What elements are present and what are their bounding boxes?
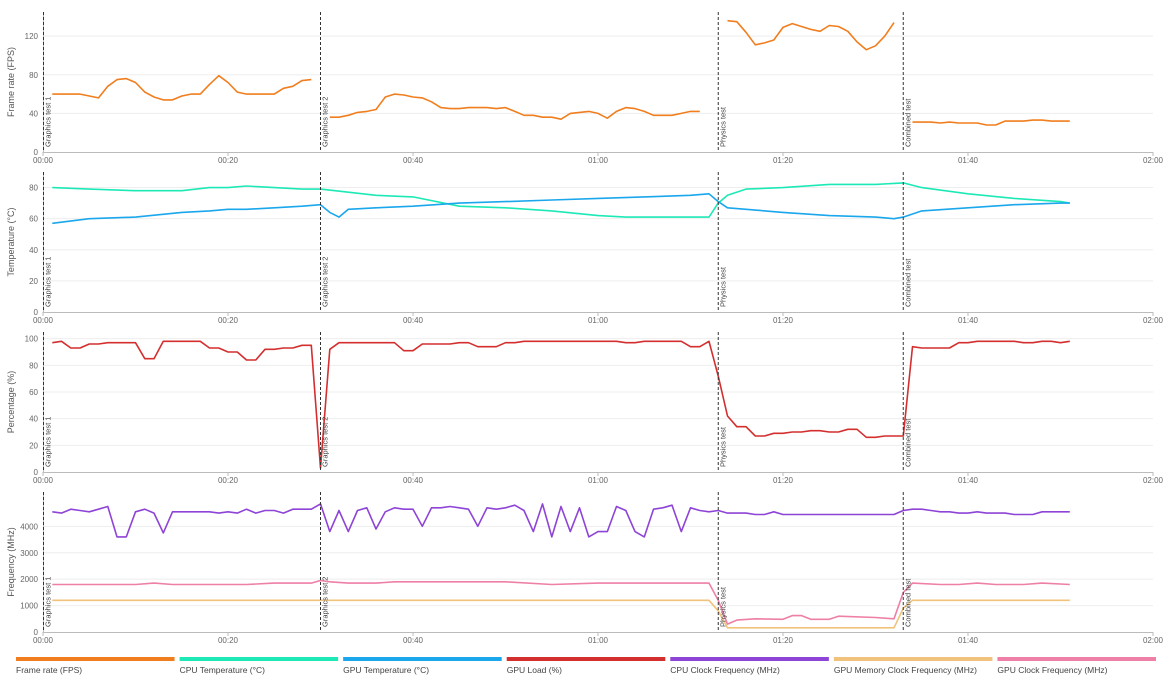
test-marker-label: Graphics test 2	[321, 577, 330, 627]
x-tick-label: 01:00	[588, 636, 609, 645]
x-tick-label: 01:40	[958, 476, 979, 485]
test-marker-label: Combined test	[903, 258, 912, 307]
x-tick-label: 02:00	[1143, 636, 1164, 645]
y-tick-label: 3000	[20, 549, 38, 558]
x-tick-label: 00:40	[403, 316, 424, 325]
series-line-gpu-temperature-c	[52, 193, 1070, 225]
y-tick-label: 1000	[20, 602, 38, 611]
test-marker-label: Combined test	[903, 418, 912, 467]
x-tick-label: 02:00	[1143, 476, 1164, 485]
chart-panel-3: 0 20 40 60 80 100 00:00 00:20 00:40 01:00 01:20 01:…	[6, 332, 1164, 485]
x-tick-label: 01:00	[588, 476, 609, 485]
y-tick-label: 80	[29, 184, 38, 193]
series-line-gpu-clock-frequency-mhz	[52, 579, 1070, 625]
y-tick-label: 60	[29, 215, 38, 224]
y-tick-label: 80	[29, 71, 38, 80]
legend-label: GPU Clock Frequency (MHz)	[997, 665, 1107, 675]
legend-label: CPU Temperature (°C)	[180, 665, 266, 675]
y-axis-label: Temperature (°C)	[6, 207, 16, 276]
series-line-frame-rate-fps	[329, 93, 700, 120]
test-marker-label: Graphics test 1	[44, 417, 53, 467]
legend-label: Frame rate (FPS)	[16, 665, 82, 675]
y-tick-label: 40	[29, 415, 38, 424]
legend-label: GPU Load (%)	[507, 665, 562, 675]
series-line-gpu-memory-clock-frequency-mhz	[52, 599, 1070, 629]
x-tick-label: 02:00	[1143, 316, 1164, 325]
x-tick-label: 01:00	[588, 156, 609, 165]
x-tick-label: 00:20	[218, 316, 239, 325]
legend-swatch-frame-rate-fps	[16, 657, 175, 661]
test-marker-label: Combined test	[903, 98, 912, 147]
test-marker-label: Combined test	[903, 578, 912, 627]
y-tick-label: 0	[34, 308, 39, 317]
series-line-cpu-temperature-c	[52, 182, 1070, 218]
series-line-frame-rate-fps	[727, 19, 895, 51]
test-marker-label: Graphics test 2	[321, 257, 330, 307]
y-axis-label: Frame rate (FPS)	[6, 47, 16, 117]
x-tick-label: 01:40	[958, 316, 979, 325]
legend-swatch-cpu-clock-frequency-mhz	[670, 657, 829, 661]
test-marker-label: Physics test	[718, 106, 727, 147]
y-tick-label: 60	[29, 388, 38, 397]
x-tick-label: 00:00	[33, 636, 54, 645]
y-tick-label: 100	[25, 335, 39, 344]
x-tick-label: 02:00	[1143, 156, 1164, 165]
x-tick-label: 00:00	[33, 476, 54, 485]
y-tick-label: 80	[29, 361, 38, 370]
y-tick-label: 40	[29, 246, 38, 255]
legend-label: GPU Temperature (°C)	[343, 665, 429, 675]
test-marker-label: Physics test	[718, 586, 727, 627]
x-tick-label: 00:00	[33, 316, 54, 325]
y-tick-label: 0	[34, 628, 39, 637]
x-tick-label: 01:40	[958, 636, 979, 645]
legend-swatch-gpu-memory-clock-frequency-mhz	[833, 657, 993, 661]
test-marker-label: Graphics test 1	[44, 97, 53, 147]
legend-swatch-cpu-temperature-c	[179, 657, 339, 661]
y-axis-label: Percentage (%)	[6, 371, 16, 434]
x-tick-label: 01:00	[588, 316, 609, 325]
x-tick-label: 00:20	[218, 476, 239, 485]
test-marker-label: Graphics test 1	[44, 257, 53, 307]
x-tick-label: 00:00	[33, 156, 54, 165]
series-line-cpu-clock-frequency-mhz	[52, 503, 1070, 538]
legend-swatch-gpu-clock-frequency-mhz	[997, 657, 1156, 661]
chart-panel-1: 0 40 80 120 00:00 00:20 00:40 01:00 01:20 01:40 02…	[6, 12, 1164, 165]
y-tick-label: 120	[25, 32, 39, 41]
test-marker-label: Graphics test 2	[321, 97, 330, 147]
series-line-frame-rate-fps	[912, 119, 1070, 126]
y-tick-label: 4000	[20, 522, 38, 531]
series-line-gpu-load	[52, 340, 1070, 469]
test-marker-label: Physics test	[718, 266, 727, 307]
test-marker-label: Graphics test 2	[321, 417, 330, 467]
legend-label: GPU Memory Clock Frequency (MHz)	[834, 665, 977, 675]
legend-swatch-gpu-temperature-c	[343, 657, 502, 661]
y-tick-label: 40	[29, 109, 38, 118]
legend-label: CPU Clock Frequency (MHz)	[670, 665, 780, 675]
y-tick-label: 20	[29, 441, 38, 450]
chart-panel-4: 0 1000 2000 3000 4000 00:00 00:20 00:40 01:00 01:…	[6, 492, 1164, 645]
x-tick-label: 00:40	[403, 636, 424, 645]
chart-panel-2: 0 20 40 60 80 00:00 00:20 00:40 01:00 01:20 01:40 0…	[6, 172, 1164, 325]
x-tick-label: 01:20	[773, 636, 794, 645]
x-tick-label: 00:40	[403, 476, 424, 485]
test-marker-label: Physics test	[718, 426, 727, 467]
y-tick-label: 0	[34, 468, 39, 477]
y-tick-label: 20	[29, 277, 38, 286]
y-tick-label: 2000	[20, 575, 38, 584]
series-line-frame-rate-fps	[52, 74, 312, 101]
x-tick-label: 01:20	[773, 156, 794, 165]
y-tick-label: 0	[34, 148, 39, 157]
x-tick-label: 01:20	[773, 316, 794, 325]
legend: Frame rate (FPS) CPU Temperature (°C) GPU …	[16, 657, 1156, 675]
x-tick-label: 00:20	[218, 636, 239, 645]
x-tick-label: 01:40	[958, 156, 979, 165]
x-tick-label: 01:20	[773, 476, 794, 485]
x-tick-label: 00:40	[403, 156, 424, 165]
y-axis-label: Frequency (MHz)	[6, 527, 16, 597]
test-marker-label: Graphics test 1	[44, 577, 53, 627]
legend-swatch-gpu-load	[506, 657, 666, 661]
x-tick-label: 00:20	[218, 156, 239, 165]
